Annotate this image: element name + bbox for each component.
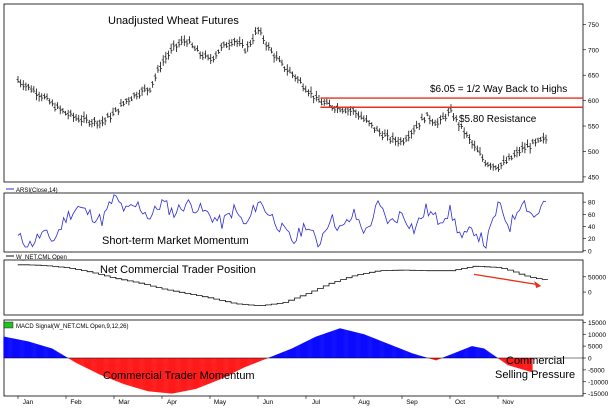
y-tick-label-p1: 550	[588, 124, 599, 131]
x-tick-label-sep: Sep	[406, 399, 418, 406]
y-tick-label-p1: 650	[588, 73, 599, 80]
x-tick-label-mar: Mar	[118, 399, 130, 406]
y-tick-label-p2: 0	[588, 248, 592, 255]
x-tick-label-oct: Oct	[455, 399, 465, 406]
net-annotation: Net Commercial Trader Position	[100, 264, 256, 276]
y-tick-label-p4: -5000	[588, 367, 605, 374]
net-position-line	[17, 264, 548, 306]
price-chart-title: Unadjusted Wheat Futures	[108, 15, 239, 27]
x-tick-label-jan: Jan	[23, 399, 34, 406]
panel-frame-1	[3, 3, 584, 183]
y-tick-label-p4: 5000	[588, 344, 603, 351]
annotation-resistance: $5.80 Resistance	[459, 114, 537, 125]
y-tick-label-p2: 40	[588, 224, 596, 231]
arsi-legend: ARSI(Close,14)	[16, 188, 58, 194]
y-tick-label-p4: 0	[588, 356, 592, 363]
x-tick-label-feb: Feb	[70, 399, 82, 406]
y-tick-label-p1: 700	[588, 47, 599, 54]
x-tick-label-jun: Jun	[263, 399, 274, 406]
x-tick-label-aug: Aug	[358, 399, 370, 406]
y-tick-label-p2: 20	[588, 236, 596, 243]
trend-arrow-head	[534, 280, 542, 288]
macd-annotation-selling: Selling Pressure	[495, 369, 575, 381]
y-tick-label-p3: 50000	[588, 274, 606, 281]
chart-panels: 4505005506006507007500204060800500001500…	[3, 3, 609, 406]
x-tick-label-jul: Jul	[312, 399, 321, 406]
net-legend: W_NET.CML Open	[16, 255, 67, 261]
panel-frame-3	[3, 259, 584, 316]
y-tick-label-p4: -15000	[588, 391, 609, 398]
x-tick-label-nov: Nov	[502, 399, 514, 406]
x-tick-label-apr: Apr	[167, 399, 178, 406]
y-tick-label-p1: 450	[588, 174, 599, 181]
y-tick-label-p2: 60	[588, 212, 596, 219]
macd-annotation-main: Commercial Trader Momentum	[103, 370, 255, 382]
arsi-line	[17, 194, 547, 249]
x-tick-label-may: May	[214, 399, 227, 406]
macd-legend: MACD Signal(W_NET.CML Open,9,12,26)	[16, 324, 129, 330]
y-tick-label-p1: 750	[588, 22, 599, 29]
y-tick-label-p4: 10000	[588, 332, 606, 339]
y-tick-label-p3: 0	[588, 290, 592, 297]
annotation-halfway-back: $6.05 = 1/2 Way Back to Highs	[430, 84, 567, 95]
panel-frame-2	[3, 192, 584, 253]
y-tick-label-p4: -10000	[588, 379, 609, 386]
y-tick-label-p4: 15000	[588, 320, 606, 327]
y-tick-label-p2: 80	[588, 200, 596, 207]
macd-legend-swatch	[3, 321, 14, 329]
macd-annotation-commercial: Commercial	[506, 355, 565, 367]
arsi-annotation: Short-term Market Momentum	[102, 235, 249, 247]
trend-arrow-shaft	[473, 273, 538, 286]
y-tick-label-p1: 600	[588, 98, 599, 105]
y-tick-label-p1: 500	[588, 149, 599, 156]
